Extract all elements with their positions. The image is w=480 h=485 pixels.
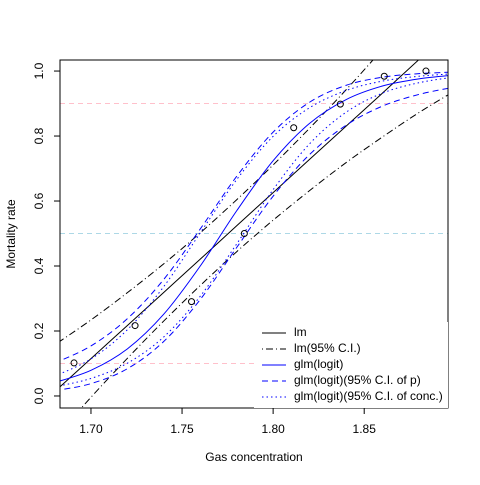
data-point — [336, 100, 344, 108]
series-line — [60, 71, 448, 362]
x-tick-label: 1.70 — [79, 422, 103, 436]
y-tick-label: 0.8 — [32, 127, 46, 144]
legend-label: glm(logit) — [294, 357, 343, 371]
x-tick-label: 1.75 — [170, 422, 194, 436]
y-tick-label: 1.0 — [32, 62, 46, 79]
x-axis-label: Gas concentration — [205, 450, 302, 464]
data-point — [240, 230, 248, 238]
series-line — [60, 87, 448, 391]
data-point — [290, 124, 298, 132]
x-tick-label: 1.85 — [353, 422, 377, 436]
legend-label: glm(logit)(95% C.I. of conc.) — [294, 389, 443, 403]
plot-area — [60, 60, 448, 408]
y-tick-label: 0.4 — [32, 257, 46, 274]
series-line — [60, 60, 420, 388]
legend-label: lm(95% C.I.) — [294, 341, 361, 355]
y-tick-label: 0.6 — [32, 192, 46, 209]
data-point — [380, 72, 388, 80]
data-point — [188, 298, 196, 306]
data-point — [70, 359, 78, 367]
data-point — [131, 322, 139, 330]
series-line — [60, 75, 448, 382]
y-tick-label: 0.0 — [32, 387, 46, 404]
legend-label: lm — [294, 325, 307, 339]
series-line — [80, 94, 448, 408]
legend-box — [254, 322, 448, 408]
y-axis-label: Mortality rate — [4, 199, 18, 269]
legend-label: glm(logit)(95% C.I. of p) — [294, 373, 421, 387]
data-point — [422, 67, 430, 75]
series-line — [60, 73, 448, 375]
series-line — [60, 60, 374, 342]
x-tick-label: 1.80 — [261, 422, 285, 436]
y-tick-label: 0.2 — [32, 322, 46, 339]
